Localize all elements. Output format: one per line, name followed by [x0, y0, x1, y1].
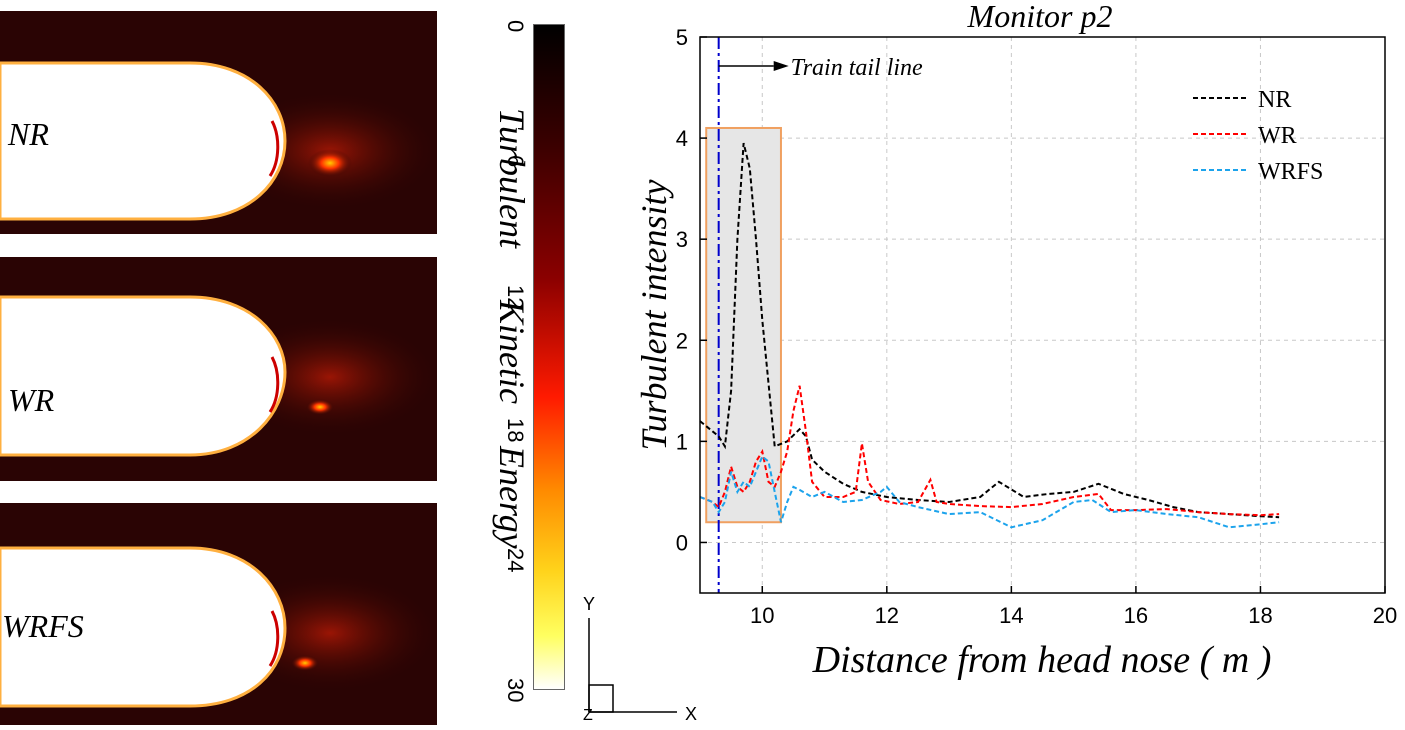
- triad-y-label: Y: [583, 594, 595, 614]
- y-tick-label: 2: [676, 328, 688, 353]
- x-tick-label: 14: [999, 603, 1023, 628]
- y-tick-label: 4: [676, 126, 688, 151]
- x-tick-label: 10: [750, 603, 774, 628]
- legend-label-wr: WR: [1258, 123, 1297, 149]
- train-tail-arrow-head: [773, 61, 789, 71]
- contour-image-nr: [0, 61, 437, 221]
- x-tick-label: 16: [1124, 603, 1148, 628]
- chart-series: [699, 142, 1280, 529]
- colorbar: [533, 24, 565, 690]
- chart-legend: NR WR WRFS: [1193, 87, 1323, 185]
- contour-panel-wrfs: WRFS: [0, 503, 437, 725]
- y-tick-label: 0: [676, 530, 688, 555]
- chart-title: Monitor p2: [967, 0, 1113, 34]
- y-tick-label: 3: [676, 227, 688, 252]
- contour-panel-wr: WR: [0, 257, 437, 481]
- x-tick-label: 12: [875, 603, 899, 628]
- chart-grid: [700, 36, 1386, 593]
- highlight-region: [705, 126, 782, 524]
- train-tail-label: Train tail line: [791, 55, 923, 81]
- x-axis-label: Distance from head nose ( m ): [812, 639, 1272, 681]
- triad-x-label: X: [685, 704, 697, 724]
- case-label-wrfs: WRFS: [2, 608, 84, 644]
- case-label-wr: WR: [8, 382, 55, 418]
- y-axis-label: Turbulent intensity: [634, 179, 674, 450]
- contour-panel-nr: NR: [0, 11, 437, 234]
- series-line-wrfs: [699, 454, 1280, 529]
- y-tick-label: 1: [676, 429, 688, 454]
- series-line-wr: [699, 385, 1280, 517]
- y-tick-label: 5: [676, 25, 688, 50]
- legend-label-wrfs: WRFS: [1258, 159, 1323, 185]
- legend-label-nr: NR: [1258, 87, 1291, 113]
- contour-image-wr: [0, 295, 437, 457]
- x-tick-label: 20: [1373, 603, 1397, 628]
- axes-triad: Y X Z: [583, 594, 697, 724]
- plot-frame: [699, 36, 1386, 594]
- triad-z-label: Z: [583, 707, 593, 724]
- series-line-nr: [699, 142, 1280, 519]
- contour-image-wrfs: [0, 546, 437, 708]
- x-tick-label: 18: [1248, 603, 1272, 628]
- case-label-nr: NR: [8, 116, 49, 152]
